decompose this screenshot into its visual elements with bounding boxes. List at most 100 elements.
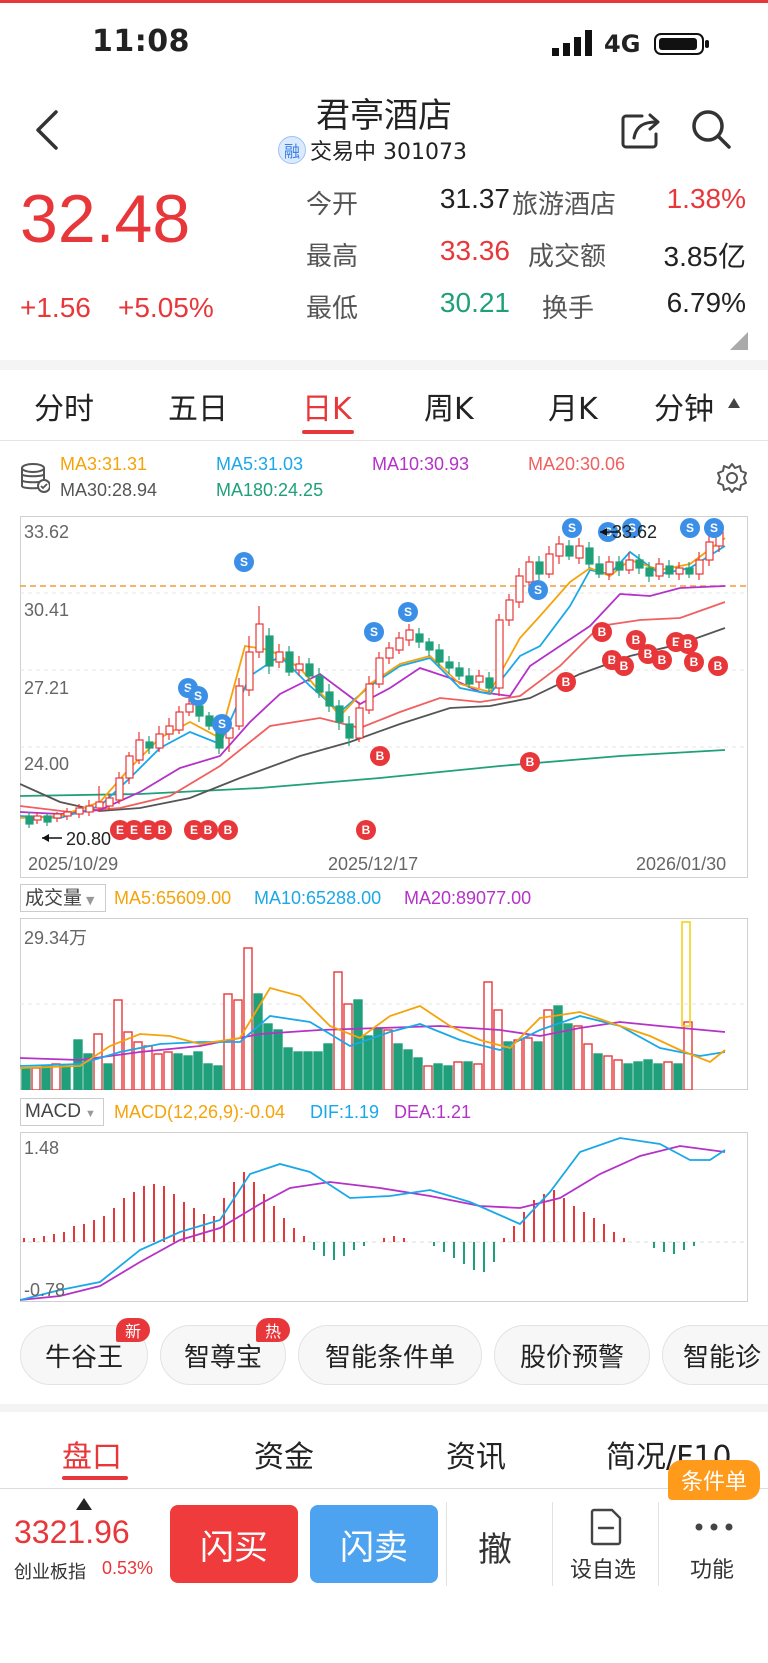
volume-chart[interactable] (20, 918, 748, 1090)
tab-order-book[interactable]: 盘口 (62, 1440, 122, 1475)
more-dots-icon[interactable] (694, 1522, 734, 1532)
signal-icon (552, 30, 592, 56)
network-type: 4G (604, 30, 641, 58)
add-watchlist-icon[interactable] (588, 1508, 624, 1546)
svg-text:B: B (526, 755, 535, 769)
volume-bar (323, 1043, 333, 1090)
buy-signal-marker: B (626, 630, 646, 650)
candle (415, 628, 424, 648)
tab-capital[interactable]: 资金 (254, 1440, 314, 1475)
volume-bar (643, 1059, 653, 1090)
max-price-marker: 33.62 (612, 522, 658, 542)
tab-intraday[interactable]: 分时 (34, 392, 94, 427)
candle (525, 556, 534, 588)
max-marker (600, 528, 620, 536)
y-label-3: 27.21 (24, 678, 70, 698)
tab-daily-k[interactable]: 日K (302, 392, 352, 427)
svg-text:B: B (362, 823, 371, 837)
buy-signal-marker: E (184, 820, 204, 840)
volume-bar (133, 1041, 143, 1090)
buy-signal-marker: B (708, 656, 728, 676)
divider (446, 1502, 447, 1586)
candle (95, 786, 104, 812)
volume-bar (233, 999, 243, 1090)
battery-icon (654, 33, 709, 55)
candle (315, 668, 324, 698)
active-tab-indicator (302, 430, 354, 434)
macd-chart[interactable] (20, 1132, 748, 1302)
condition-order-badge[interactable]: 条件单 (668, 1460, 760, 1500)
vol-ma20-legend: MA20:89077.00 (404, 888, 532, 908)
macd-indicator-select[interactable]: MACD ▼ (20, 1098, 104, 1126)
back-arrow-icon[interactable] (32, 108, 62, 152)
candle (535, 556, 544, 580)
chip-smart-diagnosis[interactable]: 智能诊 (662, 1325, 768, 1385)
candlesticks (25, 520, 724, 828)
flash-buy-button[interactable]: 闪买 (170, 1505, 298, 1583)
candle (365, 676, 374, 714)
svg-text:B: B (224, 823, 233, 837)
volume-bar (513, 1039, 523, 1090)
candle (475, 670, 484, 688)
sector-label[interactable]: 旅游酒店 (512, 190, 617, 220)
chip-label: 智能诊 (683, 1342, 762, 1373)
volume-bar (573, 1025, 583, 1090)
share-icon[interactable] (620, 110, 662, 150)
svg-text:S: S (404, 605, 412, 619)
volume-bar (313, 1051, 323, 1090)
dea-value: DEA:1.21 (394, 1102, 472, 1122)
stock-subtitle: 融 交易中 301073 (278, 134, 467, 166)
vol-ma5-legend: MA5:65609.00 (114, 888, 232, 908)
sell-signal-marker: S (622, 518, 642, 538)
candle (385, 642, 394, 664)
candle (565, 540, 574, 560)
chip-niuguwang[interactable]: 牛谷王 (20, 1325, 148, 1385)
tab-minute[interactable]: 分钟 (654, 392, 714, 427)
vol-ma10-legend: MA10:65288.00 (254, 888, 382, 908)
tab-five-day[interactable]: 五日 (168, 392, 228, 427)
volume-bar (93, 1033, 103, 1090)
volume-bar (41, 1065, 51, 1090)
open-value: 31.37 (439, 183, 510, 214)
kline-chart[interactable]: S S S S S S S S S S S S E E E B E B B B … (20, 516, 748, 878)
index-value[interactable]: 3321.96 (14, 1514, 130, 1550)
functions-label[interactable]: 功能 (690, 1558, 735, 1583)
buy-signal-marker: B (356, 820, 376, 840)
chip-price-alert[interactable]: 股价预警 (494, 1325, 650, 1385)
svg-text:B: B (644, 647, 653, 661)
tab-news[interactable]: 资讯 (446, 1440, 506, 1475)
database-icon[interactable] (20, 462, 50, 494)
tab-monthly-k[interactable]: 月K (548, 392, 598, 427)
turnover-label: 换手 (542, 294, 595, 324)
settings-gear-icon[interactable] (716, 462, 748, 494)
volume-bar (363, 1035, 373, 1090)
candle (53, 812, 62, 822)
volume-bar (523, 1037, 533, 1090)
candle (165, 718, 174, 740)
buy-signal-marker: B (614, 656, 634, 676)
volume-bar (253, 993, 263, 1090)
candle (155, 726, 164, 752)
candle (275, 644, 284, 668)
expand-corner-icon[interactable] (730, 332, 748, 350)
volume-indicator-select[interactable]: 成交量 ▼ (20, 884, 106, 912)
stock-name: 君亭酒店 (316, 96, 452, 136)
cancel-order-button[interactable]: 撤 (478, 1530, 512, 1570)
candle (545, 546, 554, 578)
y-label-4: 24.00 (24, 754, 70, 774)
tab-weekly-k[interactable]: 周K (424, 392, 474, 427)
svg-text:B: B (158, 823, 167, 837)
svg-text:B: B (658, 653, 667, 667)
dif-line (20, 1137, 726, 1301)
flash-sell-button[interactable]: 闪卖 (310, 1505, 438, 1583)
volume-bar (463, 1061, 473, 1090)
volume-bar (31, 1067, 41, 1090)
add-watchlist-label[interactable]: 设自选 (570, 1558, 637, 1583)
chip-smart-condition-order[interactable]: 智能条件单 (298, 1325, 482, 1385)
candle (595, 556, 604, 578)
svg-text:S: S (686, 521, 694, 535)
sell-signal-marker: S (364, 622, 384, 642)
search-icon[interactable] (690, 108, 732, 150)
buy-signal-marker: E (138, 820, 158, 840)
amount-label: 成交额 (528, 242, 607, 272)
